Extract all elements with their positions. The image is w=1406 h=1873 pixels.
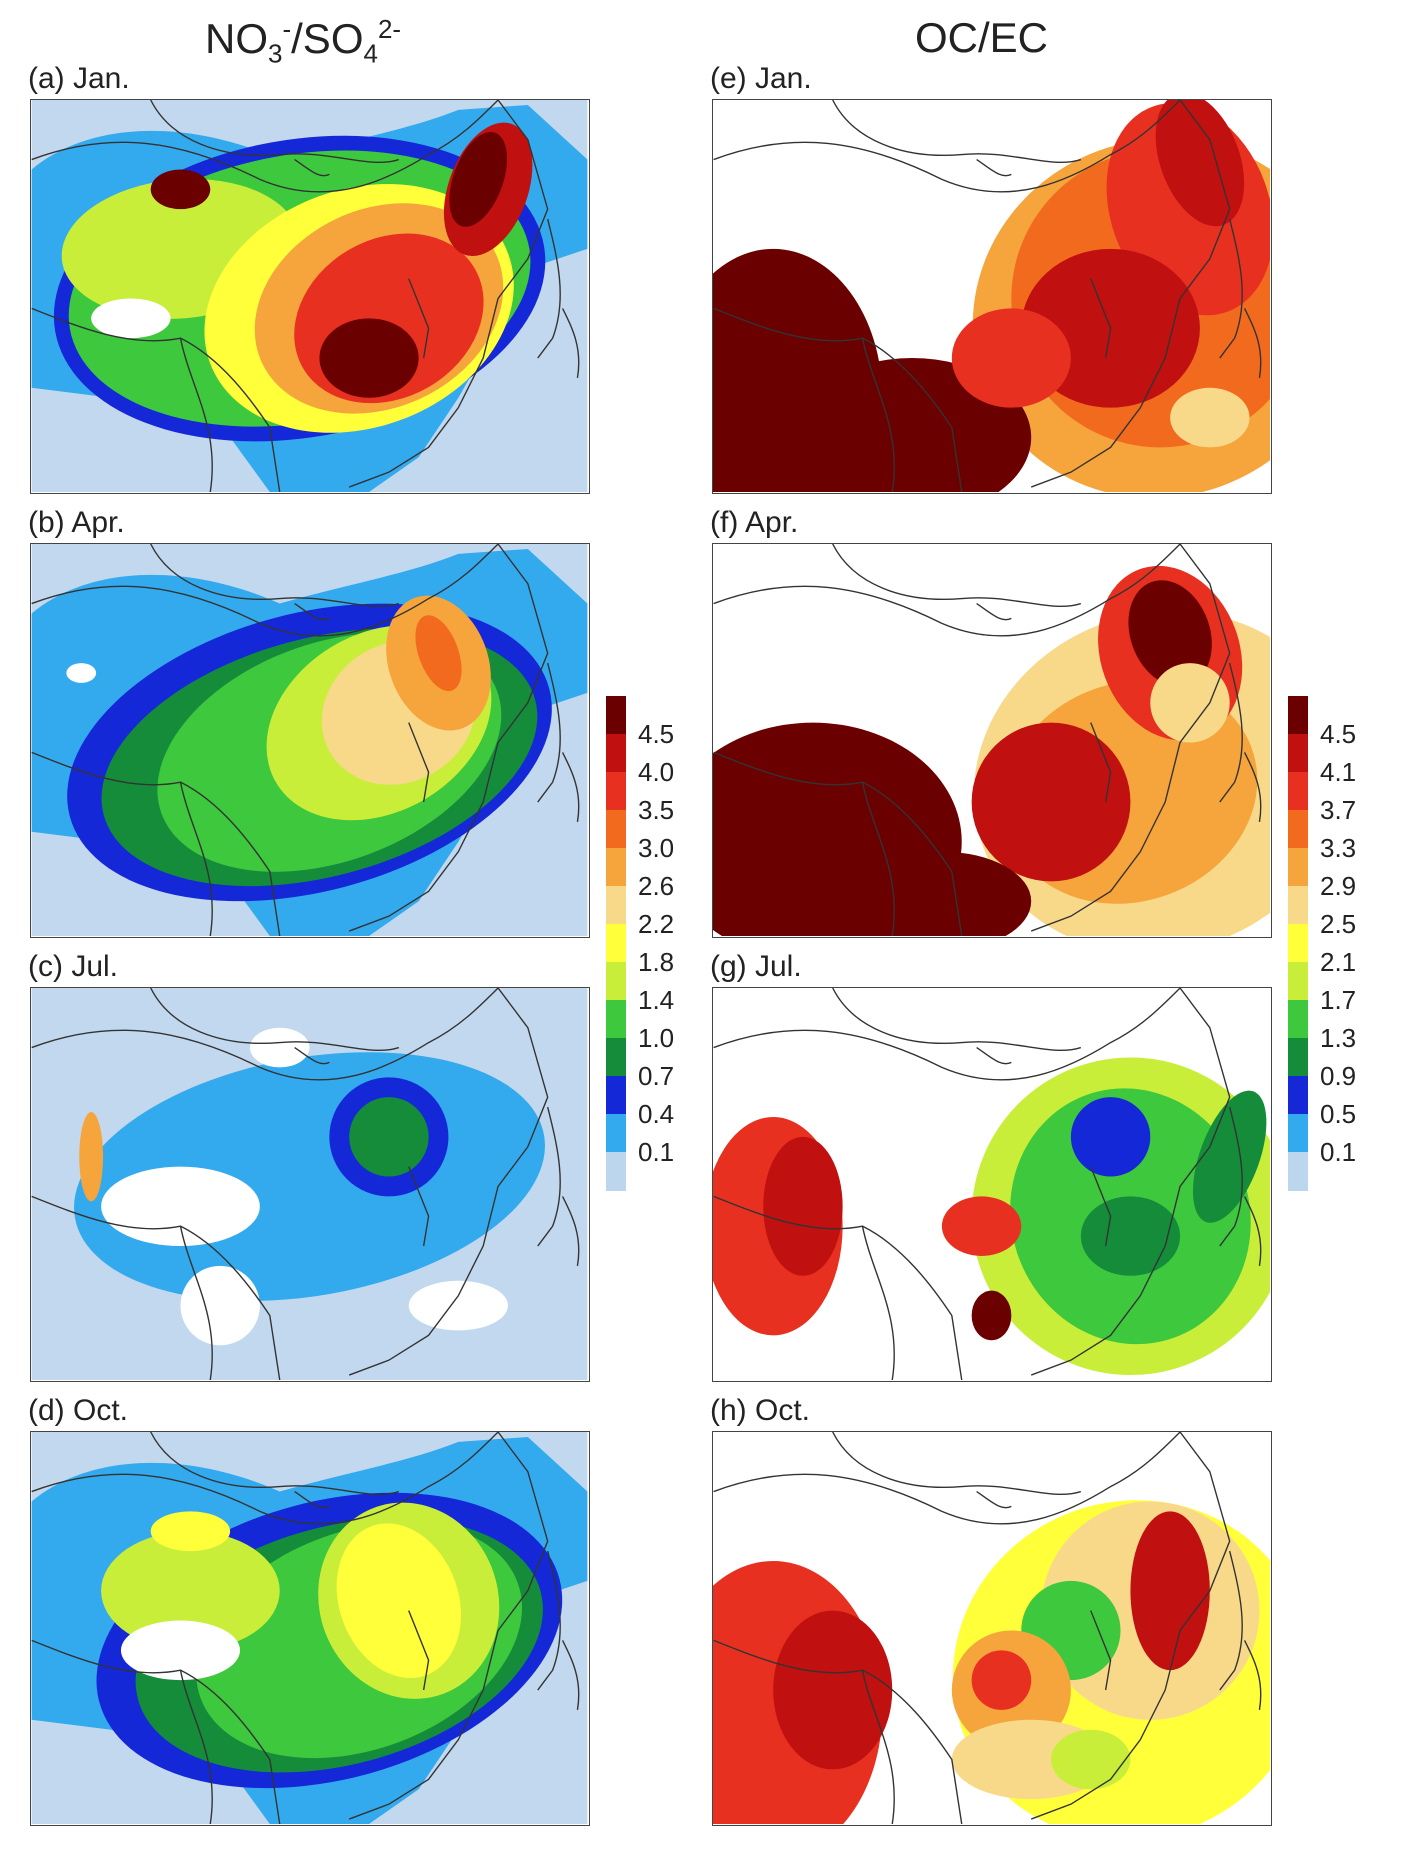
title-no3-so4: NO3-/SO42- [205,14,402,69]
map-field [713,988,1270,1380]
colorbar-swatch [1288,734,1308,773]
colorbar-tick-label: 1.7 [1320,985,1357,1015]
colorbar-swatch [606,734,626,773]
colorbar-swatch [606,696,626,735]
map-panel-h [712,1431,1272,1826]
colorbar-tick-label: 1.3 [1320,1023,1357,1053]
colorbar-swatch [1288,696,1308,735]
colorbar-swatch [606,810,626,849]
colorbar-tick-label: 2.9 [1320,871,1357,901]
map-field [713,544,1270,936]
map-field [31,988,588,1380]
map-panel-g [712,987,1272,1382]
colorbar-tick-label: 0.1 [638,1137,675,1167]
map-field [31,100,588,492]
colorbar-oc-ec [1288,696,1308,1191]
panel-label-e: (e) Jan. [710,62,812,95]
colorbar-swatch [1288,848,1308,887]
colorbar-swatch [606,1114,626,1153]
colorbar-tick-label: 1.0 [638,1023,675,1053]
colorbar-swatch [1288,1076,1308,1115]
colorbar-tick-label: 2.5 [1320,909,1357,939]
title-oc-ec: OC/EC [915,14,1049,61]
colorbar-tick-label: 1.8 [638,947,675,977]
colorbar-swatch [1288,1114,1308,1153]
colorbar-tick-label: 2.1 [1320,947,1357,977]
colorbar-swatch [1288,924,1308,963]
map-panel-f [712,543,1272,938]
colorbar-swatch [1288,772,1308,811]
colorbar-swatch [606,1152,626,1191]
colorbar-swatch [1288,1152,1308,1191]
colorbar-swatch [606,924,626,963]
colorbar-tick-label: 3.0 [638,833,675,863]
colorbar-tick-label: 0.4 [638,1099,675,1129]
colorbar-swatch [606,886,626,925]
colorbar-tick-label: 3.7 [1320,795,1357,825]
map-panel-a [30,99,590,494]
panel-label-d: (d) Oct. [28,1394,129,1427]
colorbar-tick-label: 0.5 [1320,1099,1357,1129]
panel-label-h: (h) Oct. [710,1394,811,1427]
colorbar-tick-label: 3.3 [1320,833,1357,863]
colorbar-tick-label: 2.2 [638,909,675,939]
colorbar-swatch [1288,1000,1308,1039]
colorbar-swatch [606,1000,626,1039]
colorbar-swatch [1288,810,1308,849]
colorbar-tick-label: 0.1 [1320,1137,1357,1167]
colorbar-tick-label: 2.6 [638,871,675,901]
colorbar-swatch [1288,886,1308,925]
map-field [713,1432,1270,1824]
colorbar-tick-label: 3.5 [638,795,675,825]
map-panel-b [30,543,590,938]
panel-label-b: (b) Apr. [28,506,125,539]
colorbar-tick-label: 4.5 [638,719,675,749]
colorbar-tick-label: 4.5 [1320,719,1357,749]
map-field [31,1432,588,1824]
map-panel-d [30,1431,590,1826]
colorbar-tick-label: 4.0 [638,757,675,787]
panel-label-f: (f) Apr. [710,506,799,539]
colorbar-tick-label: 4.1 [1320,757,1357,787]
map-panel-c [30,987,590,1382]
panel-label-g: (g) Jul. [710,950,802,983]
colorbar-tick-label: 0.9 [1320,1061,1357,1091]
colorbar-tick-label: 1.4 [638,985,675,1015]
map-field [713,100,1270,492]
colorbar-no3-so4 [606,696,626,1191]
panel-label-a: (a) Jan. [28,62,130,95]
colorbar-swatch [606,962,626,1001]
colorbar-swatch [606,1076,626,1115]
colorbar-swatch [1288,962,1308,1001]
panel-label-c: (c) Jul. [28,950,118,983]
colorbar-tick-label: 0.7 [638,1061,675,1091]
map-panel-e [712,99,1272,494]
colorbar-swatch [1288,1038,1308,1077]
colorbar-swatch [606,772,626,811]
map-field [31,544,588,936]
colorbar-swatch [606,848,626,887]
colorbar-swatch [606,1038,626,1077]
